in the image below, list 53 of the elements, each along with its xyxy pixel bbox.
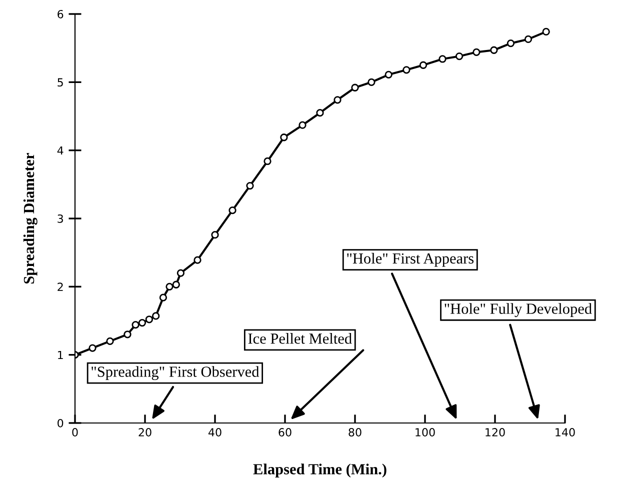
point [419, 61, 428, 69]
point [368, 78, 376, 86]
x-tick-label: 140 [556, 428, 575, 436]
x-tick-label: 80 [348, 428, 362, 436]
x-tick-label: 60 [278, 428, 292, 436]
point [506, 39, 515, 48]
y-tick-label: 2 [58, 282, 63, 291]
point [228, 206, 236, 214]
x-tick-label: 20 [138, 428, 152, 436]
y-tick-label: 5 [58, 78, 63, 87]
point [298, 121, 306, 129]
annotation: "Hole" First Appears [347, 252, 474, 267]
x-tick-label: 100 [416, 428, 435, 436]
x-tick-label: 40 [208, 428, 222, 436]
point [145, 316, 154, 324]
y-tick-label: 1 [58, 350, 63, 360]
point [384, 70, 392, 78]
point [159, 294, 168, 302]
point [124, 330, 132, 338]
x-tick-label: 120 [486, 428, 505, 436]
point [88, 344, 96, 352]
point [472, 48, 480, 56]
x-axis-title: Elapsed Time (Min.) [253, 464, 386, 478]
point [402, 66, 410, 74]
point [176, 269, 185, 277]
point [152, 312, 160, 320]
point [524, 35, 532, 44]
point [438, 55, 446, 63]
y-axis-title: Spreading Diameter [23, 152, 38, 284]
y-tick-label: 4 [57, 146, 64, 155]
point [138, 318, 146, 327]
point [490, 46, 498, 54]
point [280, 134, 288, 142]
point [194, 256, 202, 264]
annotation: "Hole" Fully Developed [444, 303, 592, 318]
point [264, 157, 272, 166]
point [542, 28, 550, 36]
y-tick-label: 0 [58, 418, 64, 428]
point [455, 52, 464, 60]
x-tick-label: 0 [72, 428, 78, 436]
point [166, 282, 174, 290]
point [351, 84, 359, 92]
point [334, 96, 342, 104]
point [106, 337, 114, 346]
point [246, 182, 254, 190]
y-tick-label: 6 [58, 10, 64, 18]
point [172, 280, 180, 288]
point [211, 231, 219, 239]
annotation: Ice Pellet Melted [248, 333, 352, 344]
point [132, 321, 140, 329]
point [316, 109, 324, 117]
y-tick-label: 3 [58, 214, 63, 223]
annotation: "Spreading" First Observed [92, 366, 260, 380]
